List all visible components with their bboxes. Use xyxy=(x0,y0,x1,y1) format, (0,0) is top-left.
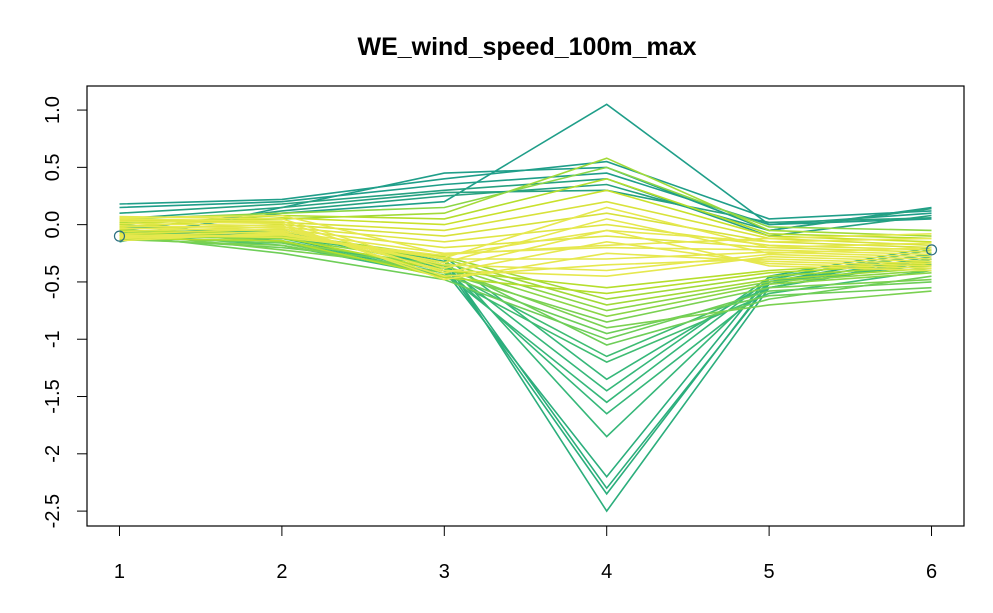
series-line-31 xyxy=(119,166,932,232)
series-line-5 xyxy=(119,177,932,237)
series-line-12 xyxy=(119,223,932,438)
x-tick-label-5: 5 xyxy=(764,561,775,583)
series-layer xyxy=(119,103,932,513)
y-tick-label-8: -2.5 xyxy=(42,494,64,528)
right-end-marker xyxy=(925,244,938,256)
y-tick-label-6: -1.5 xyxy=(42,379,64,413)
series-line-28 xyxy=(119,237,932,295)
series-line-32 xyxy=(119,177,932,240)
left-end-marker xyxy=(113,230,126,242)
x-tick-label-3: 3 xyxy=(439,561,450,583)
chart-title: WE_wind_speed_100m_max xyxy=(357,33,696,61)
x-tick-label-2: 2 xyxy=(276,561,287,583)
series-line-21 xyxy=(119,236,932,335)
series-line-41 xyxy=(119,225,932,278)
endpoints-layer xyxy=(113,230,938,256)
series-line-48 xyxy=(119,229,932,257)
y-tick-label-5: -1 xyxy=(42,330,64,348)
y-axis: 1.0 0.5 0.0 -0.5 -1 -1.5 -2 -2.5 xyxy=(42,96,88,528)
y-tick-label-3: 0.0 xyxy=(42,211,64,239)
y-tick-label-7: -2 xyxy=(42,445,64,463)
series-line-23 xyxy=(119,238,932,323)
y-tick-label-4: -0.5 xyxy=(42,265,64,299)
series-line-3 xyxy=(119,172,932,226)
y-tick-label-1: 1.0 xyxy=(42,96,64,124)
series-line-47 xyxy=(119,206,932,259)
x-tick-label-1: 1 xyxy=(114,561,125,583)
series-line-46 xyxy=(119,218,932,264)
x-tick-label-6: 6 xyxy=(926,561,937,583)
series-line-43 xyxy=(119,220,932,281)
x-axis: 1 2 3 4 5 6 xyxy=(114,525,937,583)
series-line-25 xyxy=(119,235,932,312)
series-line-40 xyxy=(119,227,932,272)
series-line-42 xyxy=(119,222,932,278)
series-line-49 xyxy=(119,214,932,256)
plot-frame xyxy=(86,85,965,527)
y-tick-label-2: 0.5 xyxy=(42,153,64,181)
series-line-7 xyxy=(119,189,932,224)
series-line-34 xyxy=(119,200,932,247)
x-tick-label-4: 4 xyxy=(601,561,612,583)
series-line-20 xyxy=(119,234,932,341)
series-line-44 xyxy=(119,218,932,274)
series-line-2 xyxy=(119,160,932,220)
